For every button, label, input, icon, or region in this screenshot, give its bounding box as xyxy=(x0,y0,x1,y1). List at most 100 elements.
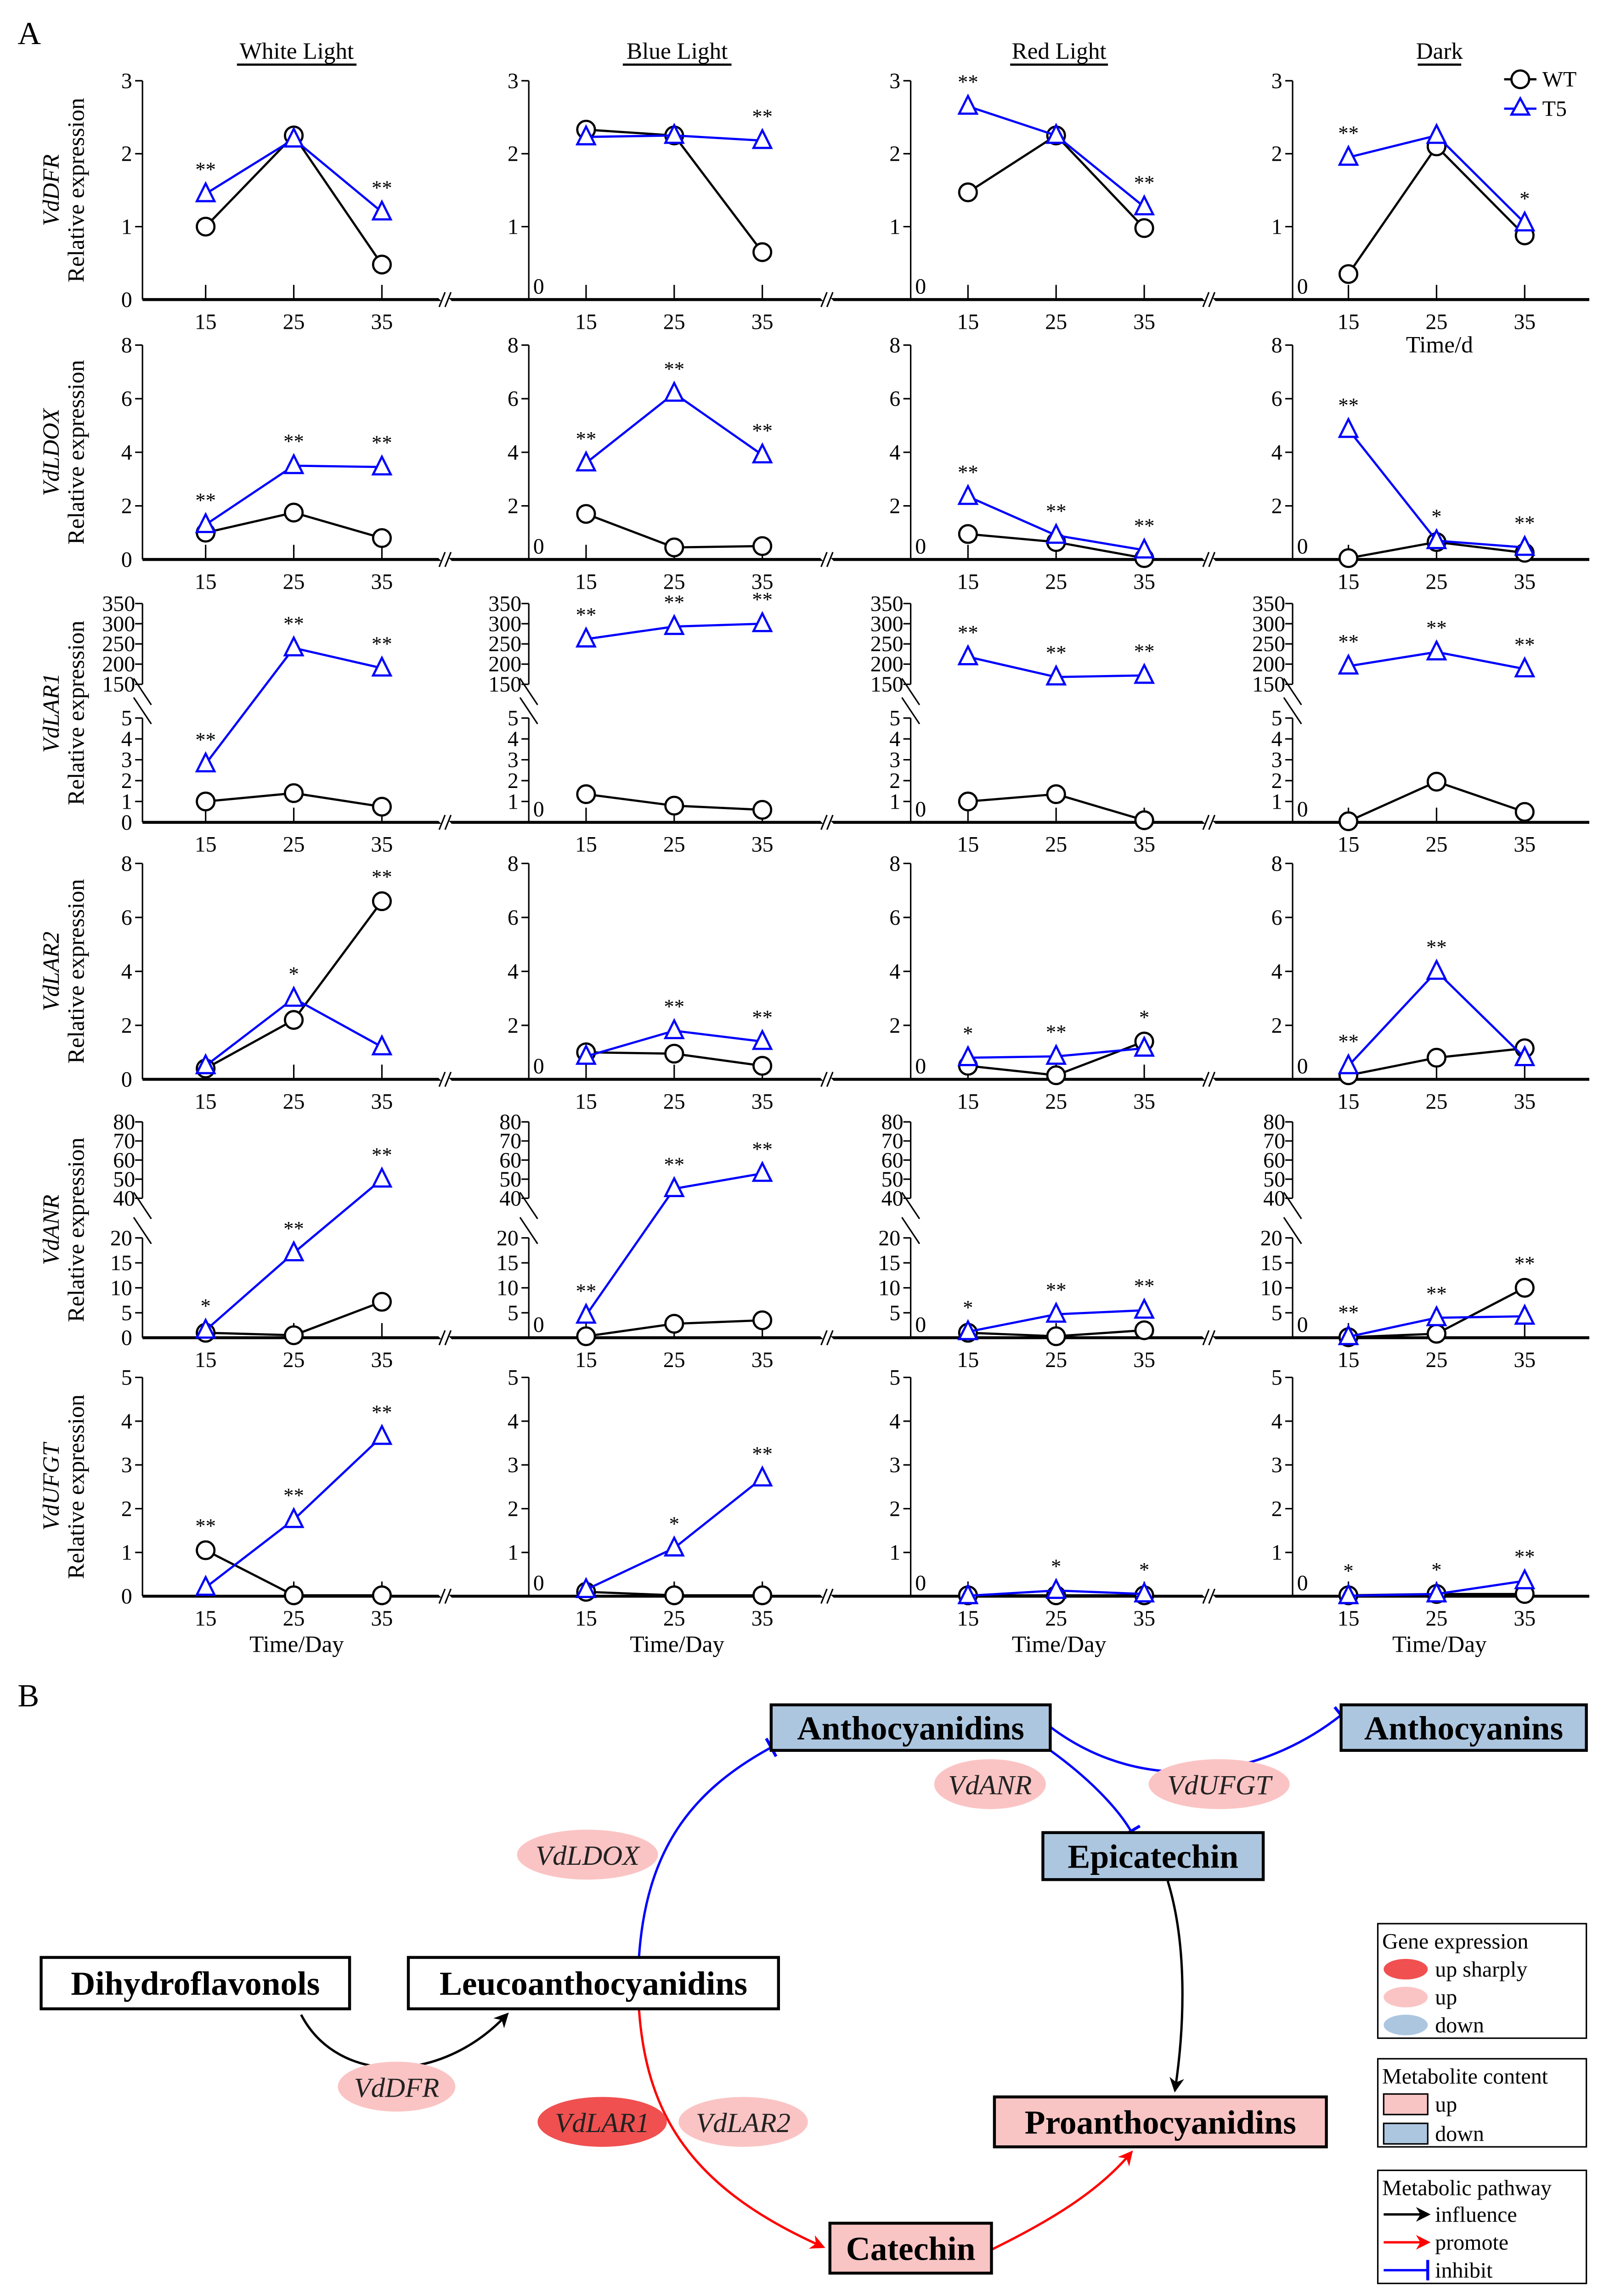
t5-point xyxy=(1045,1577,1067,1599)
axis-break-icon xyxy=(1208,551,1216,567)
y-tick-label: 4 xyxy=(508,1409,519,1434)
condition-title: Red Light xyxy=(1012,38,1107,64)
axis-break-icon xyxy=(519,1192,538,1220)
x-tick-label: 25 xyxy=(283,569,305,594)
axis-break-icon xyxy=(826,815,834,830)
y-tick-label: 50 xyxy=(881,1167,904,1192)
t5-point xyxy=(371,1166,393,1188)
gene-name-label: VdDFR xyxy=(38,154,64,226)
y-tick-label: 50 xyxy=(1263,1167,1285,1192)
t5-point xyxy=(371,655,393,677)
y-tick-label: 2 xyxy=(508,142,519,166)
charts-grid: White Light Blue Light Red Light Dark WT T5 Vd… xyxy=(38,38,1590,1658)
panel-VdUFGT-2: 01 2 3 4 5 15 25 35 * * Time/Day xyxy=(889,1366,1155,1658)
axis-break-icon xyxy=(519,1217,538,1244)
panel-VdLAR2-1: 02 4 6 8 15 25 35 ** ** xyxy=(508,851,774,1114)
y-tick-label: 4 xyxy=(889,1409,900,1434)
wt-point xyxy=(664,795,684,816)
t5-point xyxy=(751,1465,773,1487)
pathway-legend xyxy=(1377,2169,1587,2285)
significance-label: ** xyxy=(1338,1301,1359,1324)
significance-label: ** xyxy=(283,1484,304,1507)
significance-label: ** xyxy=(1134,1274,1155,1297)
x-tick-label: 25 xyxy=(1425,1606,1447,1631)
x-tick-label: 25 xyxy=(1045,1089,1067,1114)
wt-point xyxy=(283,502,304,523)
axis-break-icon xyxy=(438,815,446,830)
wt-point xyxy=(1134,810,1154,830)
legend-swatch-icon xyxy=(1384,2015,1428,2036)
y-tick-label: 80 xyxy=(499,1110,521,1134)
significance-label: ** xyxy=(1426,935,1447,958)
gene-label: VdLDOX xyxy=(536,1840,641,1871)
dihydroflavonols-box xyxy=(40,1956,351,2010)
y-tick-label: 15 xyxy=(497,1251,519,1275)
significance-label: ** xyxy=(283,612,304,635)
axis-break-icon xyxy=(820,1071,828,1087)
y-tick-label: 10 xyxy=(878,1276,900,1300)
y-tick-label: 4 xyxy=(508,959,519,984)
y-tick-label: 250 xyxy=(488,632,521,656)
significance-label: ** xyxy=(372,1143,392,1166)
y-zero-label: 0 xyxy=(533,797,544,822)
x-tick-label: 25 xyxy=(283,833,305,857)
y-tick-label: 6 xyxy=(508,387,519,411)
x-tick-label: 35 xyxy=(1133,310,1155,334)
significance-label: ** xyxy=(576,427,597,450)
t5-point xyxy=(1514,656,1536,678)
significance-label: ** xyxy=(752,105,773,128)
t5-point xyxy=(751,442,773,464)
x-tick-label: 15 xyxy=(957,569,979,594)
t5-point xyxy=(195,751,216,773)
y-tick-label: 0 xyxy=(121,287,132,312)
t5-point xyxy=(751,1160,773,1182)
axis-break-icon xyxy=(438,1588,446,1604)
axis-break-icon xyxy=(438,1330,446,1345)
t5-point xyxy=(1338,1053,1359,1075)
axis-break-icon xyxy=(133,1217,152,1244)
y-tick-label: 4 xyxy=(889,440,900,465)
x-tick-label: 25 xyxy=(663,833,685,857)
x-tick-label: 35 xyxy=(371,569,393,594)
wt-point xyxy=(283,1585,304,1605)
y-tick-label: 10 xyxy=(110,1276,132,1300)
t5-point xyxy=(663,613,685,635)
x-tick-label: 15 xyxy=(1338,1089,1360,1114)
y-tick-label: 8 xyxy=(1271,333,1282,357)
x-tick-label: 25 xyxy=(1045,310,1067,334)
y-tick-label: 3 xyxy=(508,69,519,93)
x-tick-label: 25 xyxy=(1425,833,1447,857)
wt-point xyxy=(372,797,392,817)
axis-break-icon xyxy=(519,678,538,705)
y-zero-label: 0 xyxy=(1297,797,1308,822)
t5-point xyxy=(371,1034,393,1056)
t5-point xyxy=(283,1507,305,1528)
t5-line xyxy=(967,105,1145,208)
gene-label: VdANR xyxy=(948,1770,1032,1801)
y-tick-label: 1 xyxy=(508,1541,519,1565)
x-axis-label: Time/Day xyxy=(1392,1632,1487,1658)
legend-item: up xyxy=(1435,1985,1457,2009)
t5-point xyxy=(751,611,773,632)
t5-point xyxy=(663,1535,685,1557)
wt-point xyxy=(576,504,596,524)
y-tick-label: 200 xyxy=(1252,652,1285,676)
y-tick-label: 350 xyxy=(102,591,135,616)
significance-label: * xyxy=(1431,505,1441,528)
anthocyanidins-box xyxy=(769,1703,1052,1752)
t5-point xyxy=(1045,664,1067,686)
legend-item: inhibit xyxy=(1435,2258,1493,2283)
y-tick-label: 1 xyxy=(889,215,900,239)
significance-label: ** xyxy=(1426,1282,1447,1305)
significance-label: ** xyxy=(752,1137,773,1160)
axis-break-icon xyxy=(519,697,538,725)
axis-break-icon xyxy=(1202,292,1210,307)
gene-name-label: VdLAR1 xyxy=(38,673,64,753)
pathway-diagram: Anthocyanidins Anthocyanins Epicatechin Dih… xyxy=(40,1703,1588,2285)
y-tick-label: 80 xyxy=(881,1110,904,1134)
y-zero-label: 0 xyxy=(533,535,544,559)
y-tick-label: 20 xyxy=(1260,1226,1282,1250)
x-tick-label: 15 xyxy=(1338,310,1360,334)
promote-arrow xyxy=(638,2009,825,2249)
